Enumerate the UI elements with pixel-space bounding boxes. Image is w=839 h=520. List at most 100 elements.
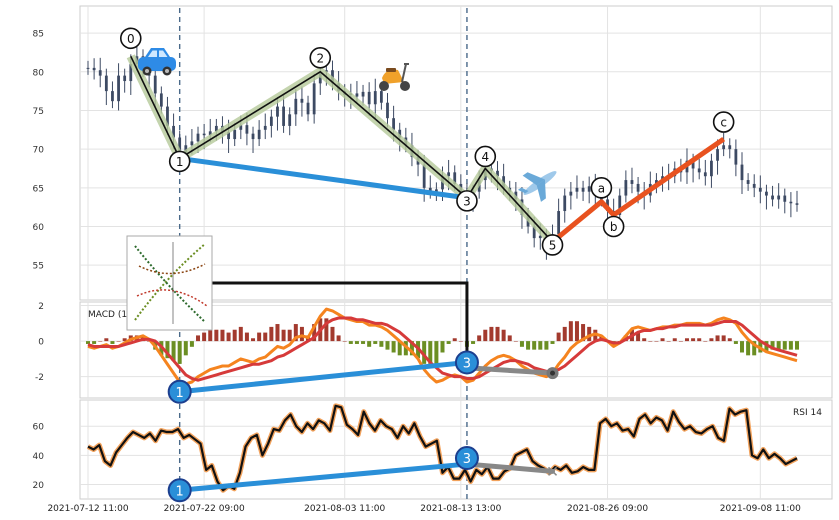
macd-hist-bar [709, 338, 714, 342]
candle-body [86, 67, 90, 69]
macd-hist-bar [269, 326, 274, 342]
macd-hist-bar [324, 318, 329, 342]
macd-hist-bar [312, 324, 317, 342]
macd-label: MACD (12,26,9) [88, 310, 159, 320]
macd-hist-bar [727, 338, 732, 342]
candle-body [111, 91, 114, 102]
macd-hist-bar [232, 329, 237, 342]
candle-body [98, 70, 102, 76]
candle-body [716, 149, 719, 161]
overlay-lines [86, 54, 799, 493]
candle-body [153, 75, 157, 94]
candle-body [630, 180, 634, 184]
wave-label: 0 [127, 32, 135, 46]
rsi-divergence-line [177, 461, 470, 493]
rsi-legend: RSI 14 [793, 408, 822, 418]
candle-body [379, 91, 383, 103]
candle-body [367, 91, 371, 105]
candle-body [496, 170, 499, 177]
candle-body [398, 129, 402, 138]
rsi-line [87, 404, 798, 492]
macd-hist-bar [568, 321, 573, 342]
macd-marker-label: 3 [463, 356, 471, 371]
x-tick-label: 2021-08-03 11:00 [304, 504, 385, 514]
candle-body [734, 149, 738, 165]
macd-hist-bar [171, 341, 176, 362]
candle-body [447, 172, 451, 177]
macd-hist-bar [788, 341, 793, 350]
macd-hist-bar [721, 335, 726, 342]
candle-body [324, 70, 328, 72]
macd-hist-bar [471, 341, 476, 344]
candle-body [722, 145, 726, 150]
macd-hist-bar [556, 332, 561, 342]
macd-hist-bar [367, 341, 372, 347]
macd-hist-bar [507, 335, 512, 342]
macd-hist-bar [562, 326, 567, 342]
macd-hist-bar [501, 329, 506, 342]
macd-hist-bar [770, 341, 775, 350]
rsi-y-tick-label: 20 [33, 481, 45, 491]
macd-hist-bar [263, 332, 268, 342]
candle-body [282, 106, 285, 126]
abc-label: b [610, 220, 618, 234]
macd-hist-bar [715, 335, 720, 342]
macd-hist-bar [220, 329, 225, 342]
macd-grey-endpoint-dot [550, 370, 556, 376]
macd-hist-bar [391, 341, 396, 353]
abc-correction-line [550, 137, 726, 244]
macd-y-tick-label: -2 [35, 373, 44, 383]
candle-body [251, 133, 255, 140]
candle-body [655, 180, 658, 184]
macd-hist-bar [385, 341, 390, 350]
abc-label: c [720, 116, 727, 130]
macd-hist-bar [477, 335, 482, 342]
candle-body [453, 172, 457, 184]
candle-body [288, 114, 292, 126]
price-y-tick-label: 75 [33, 107, 44, 117]
candle-body [172, 125, 175, 138]
candle-body [703, 172, 707, 177]
macd-hist-bar [287, 329, 292, 342]
macd-hist-bar [691, 338, 696, 342]
macd-hist-bar [648, 341, 653, 342]
macd-y-tick-label: 0 [38, 338, 44, 348]
macd-hist-bar [116, 341, 121, 342]
macd-hist-bar [98, 341, 103, 342]
macd-hist-bar [183, 341, 188, 356]
price-y-tick-label: 55 [33, 262, 44, 272]
candle-body [239, 125, 243, 130]
macd-hist-bar [697, 338, 702, 342]
macd-legend: MACD (12,26,9) [88, 310, 159, 320]
candle-body [312, 83, 316, 115]
macd-hist-bar [672, 338, 677, 342]
macd-hist-bar [373, 341, 378, 344]
airplane-icon [517, 171, 557, 202]
candle-body [208, 131, 212, 136]
wave-label: 1 [176, 155, 184, 169]
candle-body [434, 189, 438, 192]
wave-label-circle [168, 150, 191, 173]
candle-body [758, 187, 762, 192]
wave-label-circle [456, 190, 478, 212]
macd-hist-bar [513, 341, 518, 342]
macd-hist-bar [202, 332, 207, 342]
macd-hist-bar [275, 324, 280, 342]
abc-label-circle [602, 215, 625, 238]
rsi-y-tick-label: 40 [33, 452, 45, 462]
candle-body [618, 195, 622, 215]
price-y-tick-label: 70 [33, 146, 45, 156]
x-tick-label: 2021-07-12 11:00 [47, 504, 128, 514]
candle-body [795, 203, 799, 205]
candle-body [538, 235, 542, 239]
macd-hist-bar [361, 341, 366, 344]
connector-line [212, 281, 469, 353]
x-tick-label: 2021-08-26 09:00 [567, 504, 648, 514]
wave-label: 4 [481, 150, 489, 164]
rsi-label: RSI 14 [793, 408, 822, 418]
candle-body [624, 180, 628, 196]
candle-body [789, 201, 793, 204]
candle-body [783, 195, 787, 202]
macd-hist-bar [458, 341, 463, 342]
